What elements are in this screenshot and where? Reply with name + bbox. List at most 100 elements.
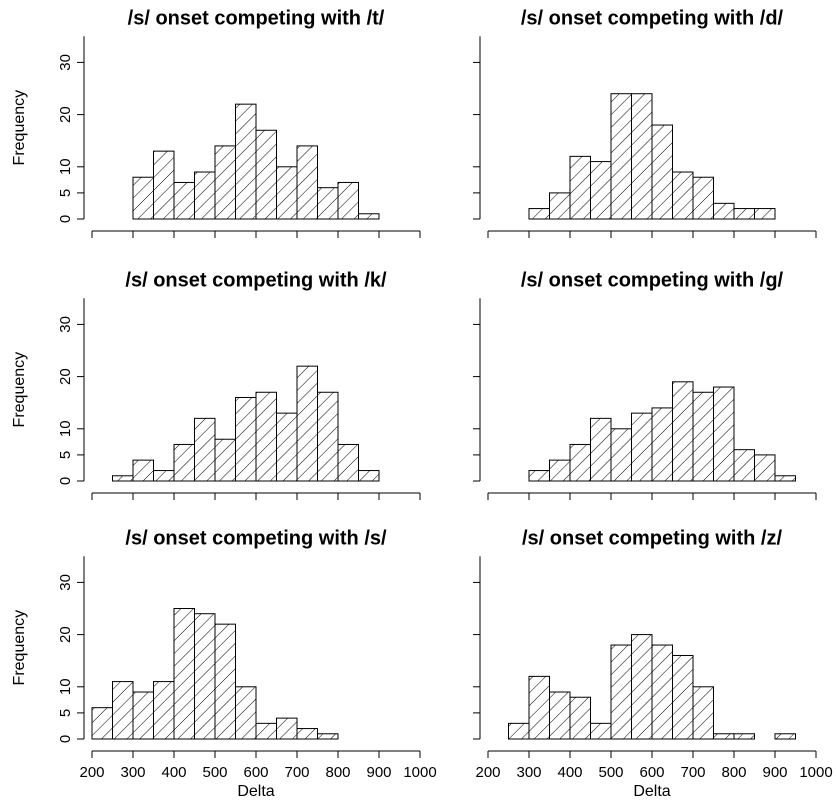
histogram-panel-k: /s/ onset competing with /k/ Frequency 0… (11, 269, 421, 500)
histogram-bar (194, 613, 216, 740)
axes (473, 298, 817, 500)
histogram-bar (132, 691, 154, 740)
histogram-bar (610, 93, 632, 220)
histogram-bar (549, 459, 571, 482)
y-tick-label: 0 (57, 477, 74, 485)
y-axis-title: Frequency (11, 610, 28, 686)
bar-group (528, 381, 796, 482)
histogram-bar (590, 417, 612, 482)
histogram-bar (590, 161, 612, 220)
histogram-bar (651, 644, 673, 740)
axes: 200 300 400 500 600 700 800 900 1000 (473, 556, 833, 781)
y-tick-label: 20 (57, 626, 74, 643)
panel-title: /s/ onset competing with /s/ (125, 527, 387, 549)
histogram-bar (214, 438, 236, 482)
histogram-bar (132, 176, 154, 220)
histogram-bar (358, 213, 380, 220)
histogram-panel-t: /s/ onset competing with /t/ Frequency 0… (11, 7, 421, 238)
x-tick-label: 1000 (799, 764, 832, 781)
x-tick-label: 800 (325, 764, 350, 781)
histogram-bar (358, 470, 380, 482)
histogram-bar (692, 391, 714, 482)
histogram-bar (153, 681, 175, 740)
y-tick-label: 20 (57, 106, 74, 123)
histogram-bar (153, 150, 175, 220)
x-axis-title: Delta (237, 783, 274, 800)
axes: 0 5 10 20 30 (57, 298, 421, 500)
y-tick-label: 5 (57, 189, 74, 197)
histogram-bar (569, 443, 591, 482)
histogram-bar (132, 459, 154, 482)
x-tick-label: 1000 (403, 764, 436, 781)
x-tick-label: 300 (120, 764, 145, 781)
histogram-bar (549, 691, 571, 740)
histogram-bar (754, 454, 776, 482)
x-tick-label: 400 (557, 764, 582, 781)
y-tick-label: 10 (57, 420, 74, 437)
x-tick-label: 200 (79, 764, 104, 781)
histogram-bar (296, 145, 318, 220)
histogram-bar (774, 475, 796, 482)
histogram-bar (631, 412, 653, 482)
axes: 0 5 10 20 30 (57, 36, 421, 238)
histogram-bar (528, 208, 550, 220)
y-tick-label: 10 (57, 678, 74, 695)
x-tick-label: 300 (516, 764, 541, 781)
y-tick-label: 5 (57, 709, 74, 717)
histogram-bar (235, 396, 257, 482)
histogram-bar (754, 208, 776, 220)
histogram-bar (713, 386, 735, 482)
histogram-bar (255, 722, 277, 740)
histogram-bar (235, 686, 257, 740)
histogram-bar (337, 443, 359, 482)
bar-group (91, 608, 339, 740)
histogram-bar (91, 707, 113, 740)
histogram-bar (317, 391, 339, 482)
y-axis-title: Frequency (11, 90, 28, 166)
histogram-bar (173, 608, 195, 740)
histogram-bar (528, 470, 550, 482)
histogram-bar (194, 417, 216, 482)
histogram-bar (173, 443, 195, 482)
y-tick-label: 0 (57, 215, 74, 223)
y-tick-label: 5 (57, 451, 74, 459)
histogram-bar (317, 187, 339, 220)
histogram-bar (255, 129, 277, 220)
bar-group (508, 634, 796, 740)
histogram-bar (276, 412, 298, 482)
x-tick-label: 800 (721, 764, 746, 781)
histogram-bar (276, 166, 298, 220)
y-tick-label: 20 (57, 368, 74, 385)
histogram-bar (569, 696, 591, 740)
panel-title: /s/ onset competing with /g/ (521, 269, 784, 291)
histogram-bar (590, 722, 612, 740)
histogram-bar (296, 728, 318, 740)
histogram-bar (508, 722, 530, 740)
histogram-bar (173, 181, 195, 220)
panel-title: /s/ onset competing with /t/ (128, 7, 385, 29)
x-tick-label: 500 (202, 764, 227, 781)
histogram-bar (672, 171, 694, 220)
y-tick-label: 30 (57, 574, 74, 591)
bar-group (132, 103, 380, 220)
bar-group (528, 93, 776, 220)
histogram-bar (112, 475, 134, 482)
histogram-bar (692, 686, 714, 740)
histogram-bar (774, 733, 796, 740)
x-tick-label: 400 (161, 764, 186, 781)
histogram-bar (651, 124, 673, 220)
histogram-bar (631, 634, 653, 740)
histogram-bar (549, 192, 571, 220)
x-tick-label: 600 (639, 764, 664, 781)
histogram-bar (153, 470, 175, 482)
histogram-bar (112, 681, 134, 740)
panel-title: /s/ onset competing with /z/ (522, 527, 782, 549)
histogram-bar (651, 407, 673, 482)
axes (473, 36, 817, 238)
histogram-bar (692, 176, 714, 220)
y-axis-title: Frequency (11, 352, 28, 428)
histogram-bar (733, 449, 755, 482)
y-tick-label: 30 (57, 54, 74, 71)
y-tick-label: 0 (57, 735, 74, 743)
